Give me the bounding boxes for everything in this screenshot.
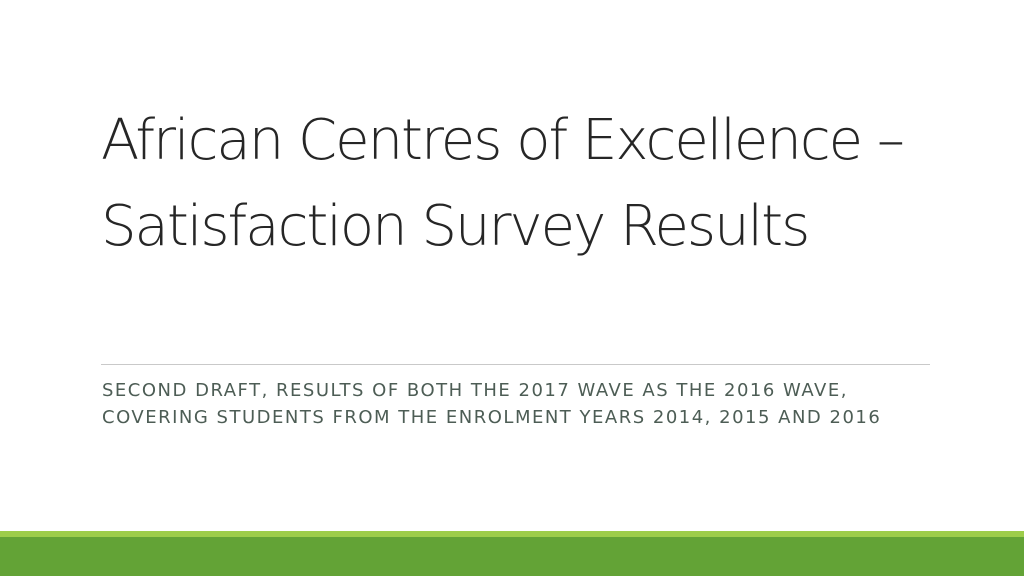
footer-accent-bar [0, 537, 1024, 576]
title-divider [101, 364, 930, 365]
slide-title: African Centres of Excellence – Satisfac… [101, 108, 905, 259]
slide-subtitle: Second draft, results of both the 2017 w… [102, 380, 882, 428]
footer-accent-stripe [0, 531, 1024, 537]
